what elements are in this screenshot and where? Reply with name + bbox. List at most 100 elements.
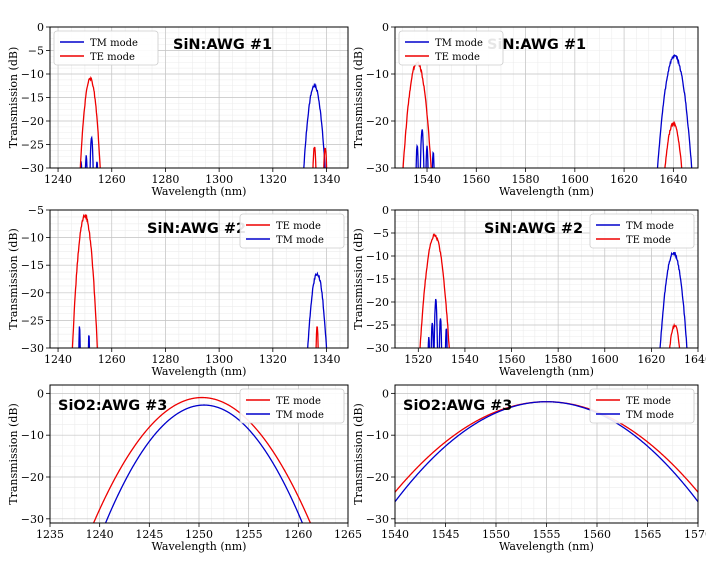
plot-frame [49,384,349,524]
y-tick-label: 0 [382,204,389,217]
y-axis-label: Transmission (dB) [7,228,20,330]
x-tick-label: 1300 [205,173,233,186]
x-tick-label: 1555 [533,528,561,541]
x-tick-label: 1620 [637,353,665,366]
y-axis-label: Transmission (dB) [7,403,20,505]
panel-title: SiN:AWG #2 [147,221,246,237]
y-tick-label: −20 [366,471,389,484]
x-tick-label: 1265 [334,528,362,541]
x-axis-label: Wavelength (nm) [152,540,247,553]
x-tick-label: 1540 [451,353,479,366]
x-tick-label: 1240 [86,528,114,541]
legend: TM mode TE mode [398,30,504,66]
x-tick-label: 1560 [583,528,611,541]
x-tick-label: 1620 [610,173,638,186]
x-tick-label: 1565 [634,528,662,541]
y-tick-label: −10 [21,232,44,245]
panel-title: SiN:AWG #2 [484,221,583,237]
x-tick-label: 1520 [404,353,432,366]
x-tick-label: 1545 [432,528,460,541]
x-tick-label: 1260 [98,353,126,366]
x-axis-label: Wavelength (nm) [152,185,247,198]
panel-title: SiO2:AWG #3 [403,398,512,414]
x-tick-label: 1550 [482,528,510,541]
chart-panel-3: 1240 1260 1280 1300 1320 1340 −5 −10 −15 −20 −25 −3… [7,204,349,378]
legend-label: TM mode [90,38,138,49]
plot-frame [49,26,349,169]
x-tick-label: 1240 [44,353,72,366]
x-tick-label: 1245 [135,528,163,541]
x-tick-label: 1260 [98,173,126,186]
legend-label: TE mode [276,221,321,232]
x-tick-label: 1560 [498,353,526,366]
x-axis-label: Wavelength (nm) [499,365,594,378]
series-line-te-mode [79,75,328,168]
y-tick-label: 0 [37,387,44,400]
legend-label: TM mode [626,221,674,232]
y-tick-label: −10 [366,68,389,81]
x-tick-label: 1640 [684,353,706,366]
x-tick-label: 1340 [313,173,341,186]
chart-panel-2: 1540 1560 1580 1600 1620 1640 0 −10 −20 −30 Wavele… [352,21,699,198]
y-tick-label: −30 [21,513,44,526]
legend: TE mode TM mode [239,388,345,424]
plot-frame [394,26,699,169]
x-tick-label: 1560 [462,173,490,186]
legend-label: TM mode [276,235,324,246]
series-line-tm-mode [104,404,304,523]
x-tick-label: 1580 [512,173,540,186]
y-tick-label: −30 [21,162,44,175]
x-axis-label: Wavelength (nm) [499,540,594,553]
panel-title: SiN:AWG #1 [173,37,272,53]
legend-label: TM mode [626,410,674,421]
legend-label: TE mode [626,235,671,246]
y-axis-label: Transmission (dB) [7,47,20,149]
x-tick-label: 1580 [544,353,572,366]
y-axis-label: Transmission (dB) [352,47,365,149]
y-tick-label: −5 [373,227,389,240]
y-tick-label: −20 [366,296,389,309]
x-tick-label: 1640 [659,173,687,186]
y-tick-label: −20 [21,115,44,128]
series-line-tm-mode [395,401,698,503]
y-tick-label: −10 [21,429,44,442]
y-tick-label: −20 [21,287,44,300]
legend-label: TE mode [90,52,135,63]
x-tick-label: 1320 [259,353,287,366]
legend-label: TM mode [435,38,483,49]
y-axis-label: Transmission (dB) [352,403,365,505]
y-tick-label: −25 [21,314,44,327]
plot-frame [394,384,699,524]
panel-title: SiO2:AWG #3 [58,398,167,414]
y-tick-label: −25 [366,319,389,332]
plot-frame [49,209,349,349]
x-tick-label: 1600 [591,353,619,366]
legend: TM mode TE mode [589,213,695,249]
y-tick-label: −30 [366,513,389,526]
series-line-te-mode [92,396,312,523]
legend: TE mode TM mode [589,388,695,424]
legend: TE mode TM mode [239,213,345,249]
x-tick-label: 1240 [44,173,72,186]
x-axis-label: Wavelength (nm) [499,185,594,198]
x-tick-label: 1255 [235,528,263,541]
y-tick-label: −15 [21,92,44,105]
chart-panel-1: 1240 1260 1280 1300 1320 1340 0 −5 −10 −15 −20 −25 −… [7,21,349,198]
y-tick-label: −25 [21,139,44,152]
y-tick-label: −10 [21,68,44,81]
y-tick-label: −30 [366,162,389,175]
series-line-te-mode [419,233,681,348]
y-tick-label: 0 [382,387,389,400]
legend-label: TM mode [276,410,324,421]
x-tick-label: 1320 [259,173,287,186]
x-tick-label: 1250 [185,528,213,541]
y-tick-label: −30 [21,342,44,355]
legend: TM mode TE mode [53,30,159,66]
x-tick-label: 1540 [381,528,409,541]
legend-label: TE mode [435,52,480,63]
y-tick-label: 0 [37,21,44,34]
y-tick-label: −15 [21,259,44,272]
legend-label: TE mode [626,396,671,407]
